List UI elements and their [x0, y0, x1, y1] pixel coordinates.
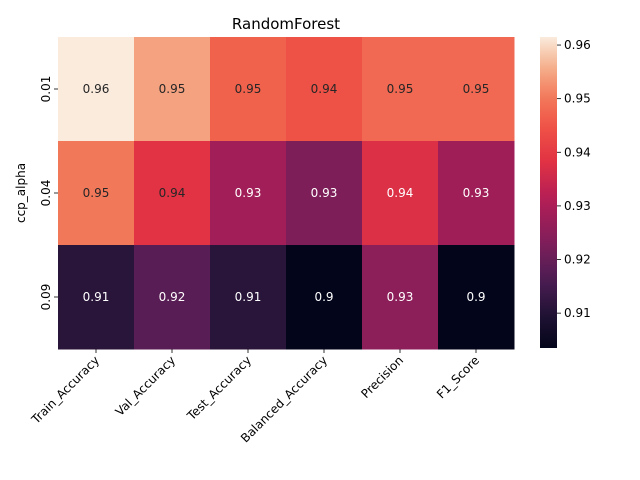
- heatmap-cells: 0.96 0.95 0.95 0.94 0.95 0.95 0.95 0.94 0.93 0.93…: [58, 37, 515, 350]
- cell-annotation: 0.95: [159, 82, 186, 96]
- heatmap-cell: [58, 141, 135, 246]
- cell-annotation: 0.94: [387, 186, 414, 200]
- heatmap-cell: [58, 245, 135, 350]
- heatmap-cell: [438, 37, 515, 142]
- cell-annotation: 0.93: [235, 186, 262, 200]
- heatmap-cell: [362, 245, 439, 350]
- heatmap-cell: [286, 245, 363, 350]
- x-tick-label: Train_Accuracy: [28, 353, 102, 427]
- heatmap-cell: [438, 141, 515, 246]
- heatmap-cell: [134, 141, 211, 246]
- cell-annotation: 0.94: [159, 186, 186, 200]
- colorbar: [540, 37, 557, 348]
- y-axis: 0.01 0.04 0.09: [39, 76, 58, 311]
- colorbar-tick-label: 0.95: [564, 92, 591, 106]
- y-axis-label: ccp_alpha: [14, 163, 28, 223]
- colorbar-tick-label: 0.93: [564, 199, 591, 213]
- heatmap-cell: [58, 37, 135, 142]
- x-tick-label: F1_Score: [434, 353, 482, 401]
- cell-annotation: 0.95: [463, 82, 490, 96]
- heatmap-cell: [438, 245, 515, 350]
- x-tick-label: Val_Accuracy: [113, 353, 179, 419]
- colorbar-ticks: 0.91 0.92 0.93 0.94 0.95 0.96: [557, 38, 591, 320]
- cell-annotation: 0.91: [235, 290, 262, 304]
- cell-annotation: 0.9: [314, 290, 333, 304]
- heatmap-cell: [362, 141, 439, 246]
- cell-annotation: 0.94: [311, 82, 338, 96]
- chart-title: RandomForest: [232, 15, 340, 33]
- cell-annotation: 0.95: [83, 186, 110, 200]
- colorbar-tick-label: 0.96: [564, 38, 591, 52]
- heatmap-cell: [210, 245, 287, 350]
- cell-annotation: 0.96: [83, 82, 110, 96]
- x-axis: Train_Accuracy Val_Accuracy Test_AccuracyB…: [28, 349, 482, 445]
- cell-annotation: 0.95: [387, 82, 414, 96]
- colorbar-tick-label: 0.94: [564, 145, 591, 159]
- cell-annotation: 0.91: [83, 290, 110, 304]
- cell-annotation: 0.92: [159, 290, 186, 304]
- cell-annotation: 0.93: [311, 186, 338, 200]
- heatmap-cell: [362, 37, 439, 142]
- heatmap-cell: [134, 37, 211, 142]
- heatmap-cell: [134, 245, 211, 350]
- x-tick-label: Precision: [358, 353, 406, 401]
- x-tick-label: Test_Accuracy: [184, 353, 254, 423]
- colorbar-tick-label: 0.91: [564, 306, 591, 320]
- y-tick-label: 0.09: [39, 284, 53, 311]
- cell-annotation: 0.93: [463, 186, 490, 200]
- cell-annotation: 0.93: [387, 290, 414, 304]
- x-tick-label: Balanced_Accuracy: [238, 353, 330, 445]
- heatmap-cell: [286, 37, 363, 142]
- heatmap-cell: [210, 141, 287, 246]
- cell-annotation: 0.9: [466, 290, 485, 304]
- heatmap-cell: [210, 37, 287, 142]
- y-tick-label: 0.01: [39, 76, 53, 103]
- heatmap-cell: [286, 141, 363, 246]
- cell-annotation: 0.95: [235, 82, 262, 96]
- y-tick-label: 0.04: [39, 180, 53, 207]
- colorbar-tick-label: 0.92: [564, 253, 591, 267]
